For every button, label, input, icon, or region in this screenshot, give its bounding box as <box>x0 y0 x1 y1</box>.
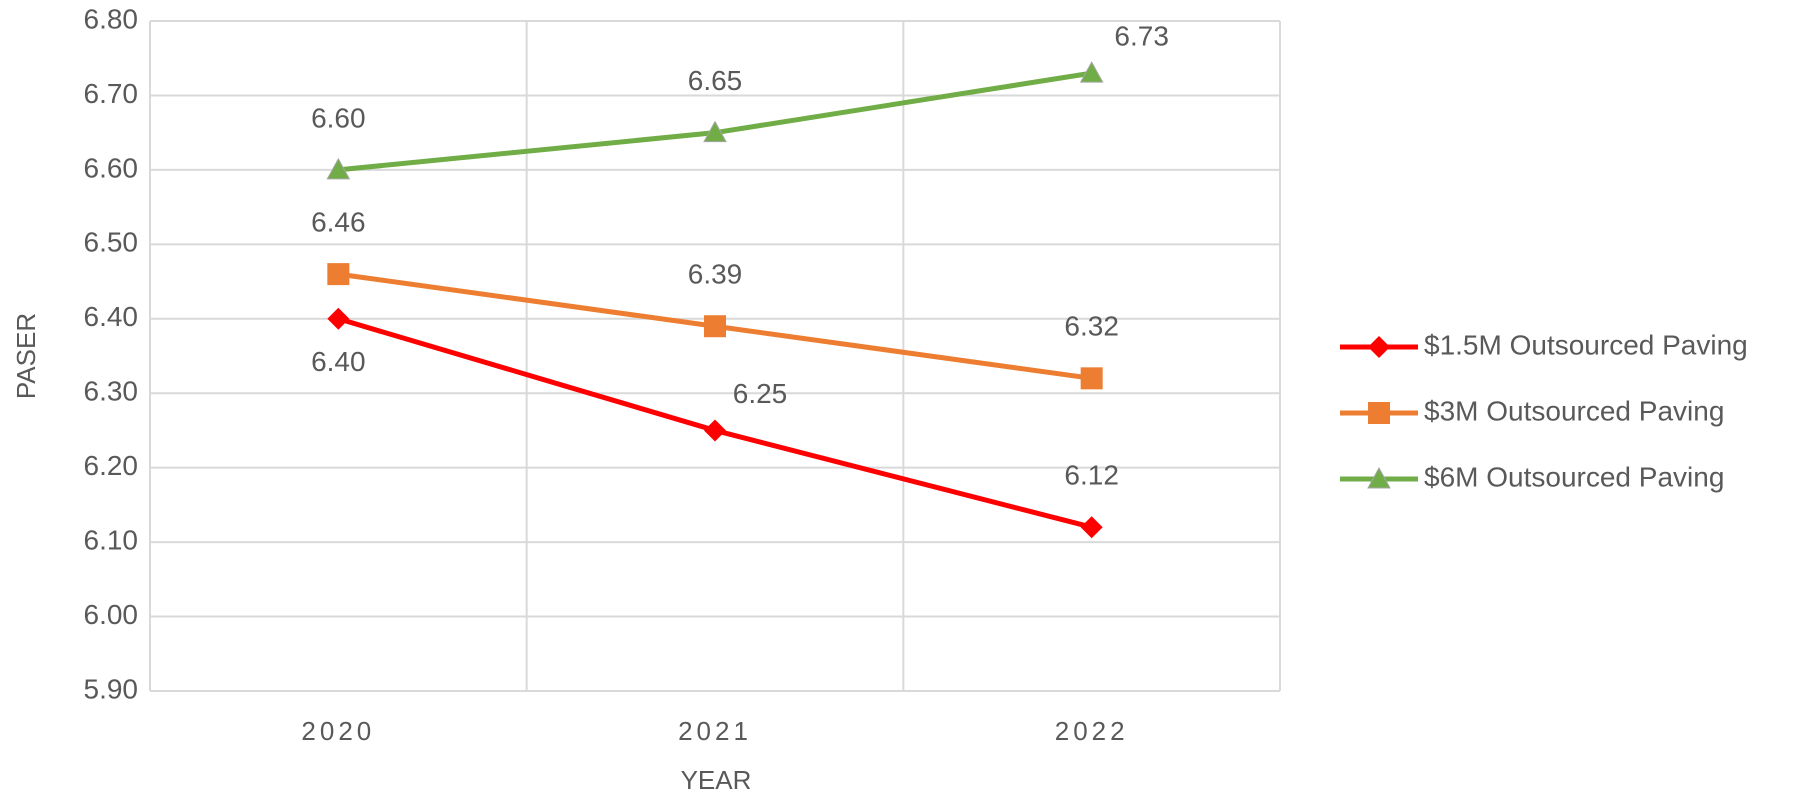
y-tick-label: 6.70 <box>84 78 139 109</box>
data-label: 6.39 <box>688 259 743 290</box>
data-label: 6.32 <box>1064 311 1119 342</box>
x-axis-label: YEAR <box>681 765 752 795</box>
data-label: 6.12 <box>1064 460 1119 491</box>
legend-label: $1.5M Outsourced Paving <box>1424 329 1748 360</box>
y-tick-label: 6.30 <box>84 376 139 407</box>
marker <box>1368 402 1390 424</box>
data-label: 6.25 <box>733 378 788 409</box>
y-tick-label: 6.50 <box>84 227 139 258</box>
data-label: 6.46 <box>311 207 366 238</box>
marker <box>326 157 351 180</box>
y-tick-label: 6.80 <box>84 3 139 34</box>
y-tick-label: 6.00 <box>84 599 139 630</box>
legend-label: $6M Outsourced Paving <box>1424 461 1724 492</box>
marker <box>327 263 350 286</box>
marker <box>1080 516 1103 539</box>
y-tick-label: 6.10 <box>84 525 139 556</box>
x-tick-label: 2022 <box>1055 716 1129 746</box>
y-axis-label: PASER <box>11 313 41 399</box>
x-tick-label: 2020 <box>301 716 375 746</box>
y-tick-label: 6.60 <box>84 152 139 183</box>
y-tick-label: 5.90 <box>84 673 139 704</box>
x-tick-label: 2021 <box>678 716 752 746</box>
data-label: 6.73 <box>1114 21 1169 52</box>
data-label: 6.60 <box>311 102 366 133</box>
marker <box>703 120 727 143</box>
marker <box>704 315 726 338</box>
marker <box>1367 466 1391 489</box>
marker <box>1080 367 1103 390</box>
y-tick-label: 6.20 <box>84 450 139 481</box>
marker <box>704 419 726 442</box>
legend-label: $3M Outsourced Paving <box>1424 395 1724 426</box>
data-label: 6.65 <box>688 65 743 96</box>
marker <box>1368 336 1390 358</box>
y-tick-label: 6.40 <box>84 301 139 332</box>
marker <box>327 307 350 330</box>
marker <box>1079 61 1104 83</box>
data-label: 6.40 <box>311 346 366 377</box>
